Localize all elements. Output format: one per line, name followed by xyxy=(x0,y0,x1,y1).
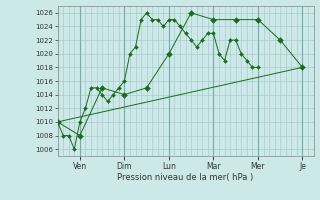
X-axis label: Pression niveau de la mer( hPa ): Pression niveau de la mer( hPa ) xyxy=(117,173,254,182)
